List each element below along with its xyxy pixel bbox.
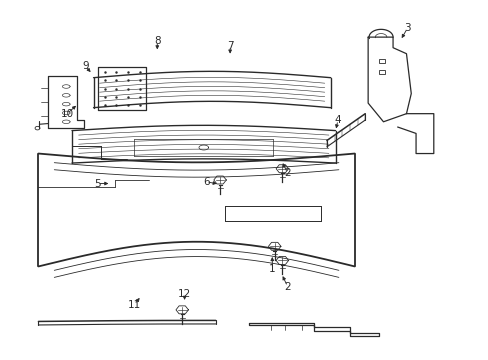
Text: 9: 9 <box>82 62 88 71</box>
Text: 3: 3 <box>403 23 410 33</box>
Text: 7: 7 <box>226 41 233 51</box>
Text: 6: 6 <box>203 177 209 187</box>
Text: 1: 1 <box>268 264 275 274</box>
Text: 4: 4 <box>334 115 341 125</box>
Bar <box>378 59 385 63</box>
Text: 11: 11 <box>127 300 141 310</box>
Text: 10: 10 <box>61 109 74 119</box>
Text: 5: 5 <box>94 179 101 189</box>
Text: 2: 2 <box>284 282 290 292</box>
Text: 12: 12 <box>178 289 191 298</box>
Bar <box>378 70 385 74</box>
Text: 2: 2 <box>284 168 290 178</box>
Text: 8: 8 <box>154 36 160 46</box>
